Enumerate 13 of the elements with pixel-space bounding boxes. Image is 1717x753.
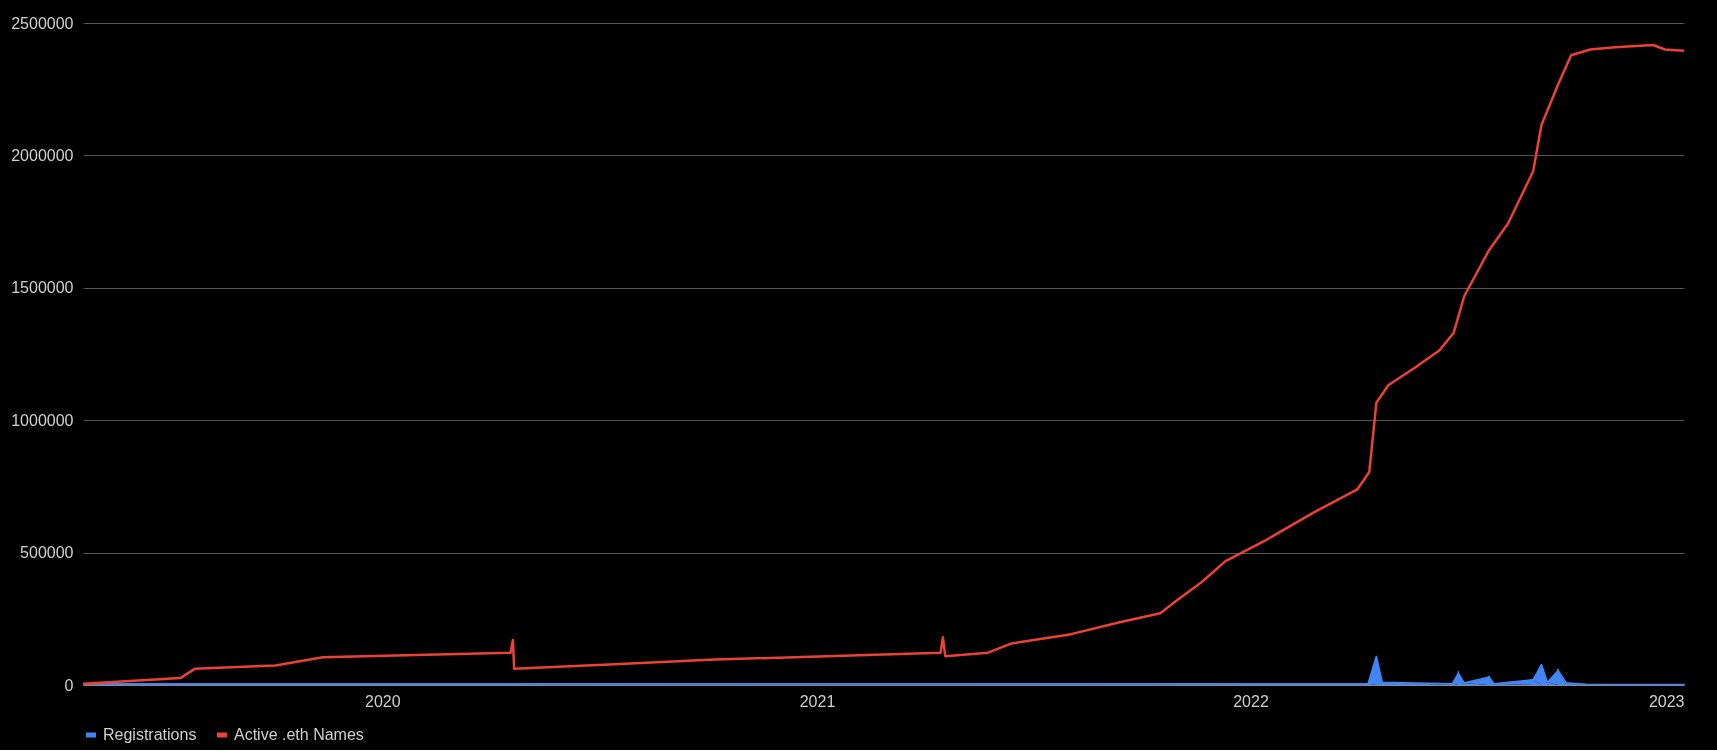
line-series bbox=[81, 43, 1686, 685]
legend-label: Registrations bbox=[103, 726, 197, 743]
y-tick-label: 0 bbox=[64, 676, 74, 694]
y-tick-label: 500000 bbox=[20, 544, 74, 562]
y-tick-label: 1000000 bbox=[11, 411, 74, 429]
legend-label: Active .eth Names bbox=[234, 726, 364, 743]
x-tick-label: 2021 bbox=[799, 692, 836, 710]
y-tick-label: 2000000 bbox=[11, 146, 74, 164]
x-tick-label: 2022 bbox=[1233, 692, 1269, 710]
x-tick-label: 2023 bbox=[1648, 692, 1685, 710]
y-tick-label: 1500000 bbox=[11, 279, 74, 297]
x-tick-label: 2020 bbox=[365, 692, 401, 710]
y-tick-label: 2500000 bbox=[11, 14, 74, 32]
